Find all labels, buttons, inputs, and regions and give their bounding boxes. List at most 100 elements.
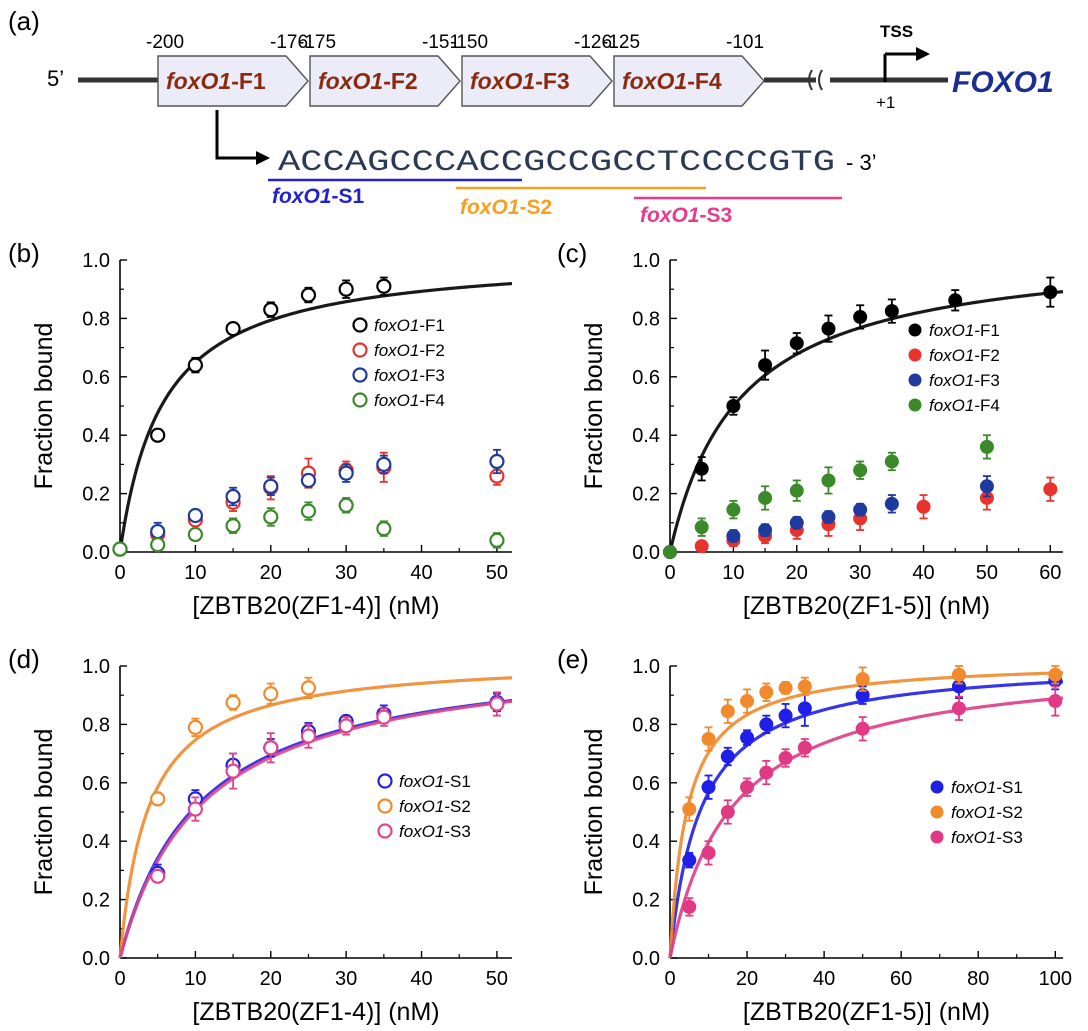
legend-marker — [352, 317, 368, 333]
data-point — [263, 302, 279, 318]
tss-label: TSS — [880, 22, 913, 41]
chart-panel-e: (e) 0 20 40 60 80 100 0.0 0.2 0.4 0.6 0.8 1.0 [ZBTB20… — [557, 644, 1072, 1026]
x-tick-label: 60 — [1039, 562, 1061, 584]
data-point — [759, 765, 774, 780]
data-point — [187, 801, 203, 817]
data-point — [663, 545, 677, 559]
y-tick-label: 0.2 — [82, 484, 110, 506]
data-point — [726, 399, 741, 413]
y-tick-label: 0.4 — [82, 425, 110, 447]
fit-curve-3 — [118, 699, 513, 959]
y-axis-label: Fraction bound — [30, 729, 58, 896]
x-tick-label: 10 — [722, 562, 744, 584]
data-point — [300, 287, 317, 303]
x-tick-label: 0 — [114, 968, 125, 990]
data-point — [758, 358, 773, 373]
data-point — [758, 523, 773, 538]
fragment-box — [461, 55, 613, 107]
data-point — [853, 463, 868, 478]
data-point — [916, 499, 931, 514]
data-point — [338, 281, 354, 297]
panel-label: (b) — [8, 238, 40, 268]
x-tick-label: 30 — [335, 562, 357, 584]
y-tick-label: 1.0 — [82, 656, 110, 678]
data-point — [489, 696, 505, 712]
data-point — [338, 465, 354, 481]
x-tick-label: 100 — [1039, 968, 1072, 990]
data-point — [789, 515, 804, 530]
data-point — [855, 672, 870, 687]
legend-label: foxO1-S1 — [399, 772, 471, 791]
series-4 — [112, 497, 505, 557]
data-point — [797, 679, 812, 694]
data-point — [821, 509, 836, 524]
y-tick-label: 0.8 — [82, 308, 110, 330]
data-point — [778, 708, 793, 723]
fragment-label: foxO1-F2 — [318, 68, 418, 94]
legend-label: foxO1-S3 — [399, 822, 471, 841]
data-point — [758, 490, 773, 505]
series-3 — [150, 448, 505, 542]
sequence-elbow-arrow — [215, 110, 258, 160]
data-point — [948, 293, 963, 308]
legend-label: foxO1-S2 — [951, 803, 1023, 822]
break-mark-right — [818, 69, 823, 91]
x-axis-label: [ZBTB20(ZF1-4)] (nM) — [192, 592, 439, 620]
data-point — [225, 694, 241, 711]
series-3 — [726, 475, 994, 543]
data-point — [951, 667, 966, 682]
data-point — [187, 357, 203, 373]
data-point — [489, 532, 505, 548]
data-point — [112, 541, 128, 557]
data-point — [797, 740, 812, 755]
y-tick-label: 0.2 — [82, 890, 110, 912]
y-tick-label: 0.0 — [632, 542, 660, 564]
data-point — [759, 685, 774, 700]
tss-arrow-head — [916, 47, 930, 61]
x-tick-label: 0 — [114, 562, 125, 584]
data-point — [1048, 667, 1063, 682]
x-tick-label: 40 — [410, 968, 432, 990]
x-tick-label: 50 — [486, 562, 508, 584]
series-2 — [150, 451, 505, 543]
data-point — [150, 523, 166, 540]
legend-label: foxO1-F3 — [374, 366, 445, 385]
data-point — [1048, 694, 1063, 709]
data-point — [376, 709, 392, 725]
x-tick-label: 20 — [786, 562, 808, 584]
data-point — [489, 453, 505, 470]
data-point — [701, 780, 716, 795]
y-axis-label: Fraction bound — [580, 729, 608, 896]
fragment-end-position: -126 — [574, 32, 612, 53]
data-point — [720, 749, 735, 764]
legend-marker — [352, 367, 368, 383]
y-tick-label: 1.0 — [82, 250, 110, 272]
fragment-end-position: -151 — [422, 32, 460, 53]
y-tick-label: 0.4 — [632, 425, 660, 447]
data-point — [682, 899, 697, 914]
plus-one-label: +1 — [876, 93, 895, 112]
data-point — [694, 461, 709, 476]
x-axis-label: [ZBTB20(ZF1-4)] (nM) — [192, 998, 439, 1026]
data-point — [150, 427, 166, 443]
data-point — [1043, 482, 1058, 497]
y-tick-label: 1.0 — [632, 250, 660, 272]
data-point — [797, 701, 812, 716]
data-point — [759, 717, 774, 732]
fragment-end-position: -101 — [726, 32, 764, 53]
y-tick-label: 0.6 — [82, 773, 110, 795]
panel-label-a: (a) — [8, 6, 40, 36]
data-point — [225, 321, 241, 337]
y-tick-label: 0.4 — [82, 831, 110, 853]
data-point — [338, 718, 354, 734]
y-tick-label: 0.6 — [632, 773, 660, 795]
data-point — [300, 472, 317, 489]
panel-label: (d) — [8, 644, 40, 674]
data-point — [187, 507, 203, 524]
fragment-start-position: -125 — [602, 32, 640, 53]
subfragment-label-3: foxO1-S3 — [640, 204, 732, 227]
legend: foxO1-F1 foxO1-F2 foxO1-F3 foxO1-F4 — [908, 321, 1000, 415]
data-point — [740, 780, 755, 795]
